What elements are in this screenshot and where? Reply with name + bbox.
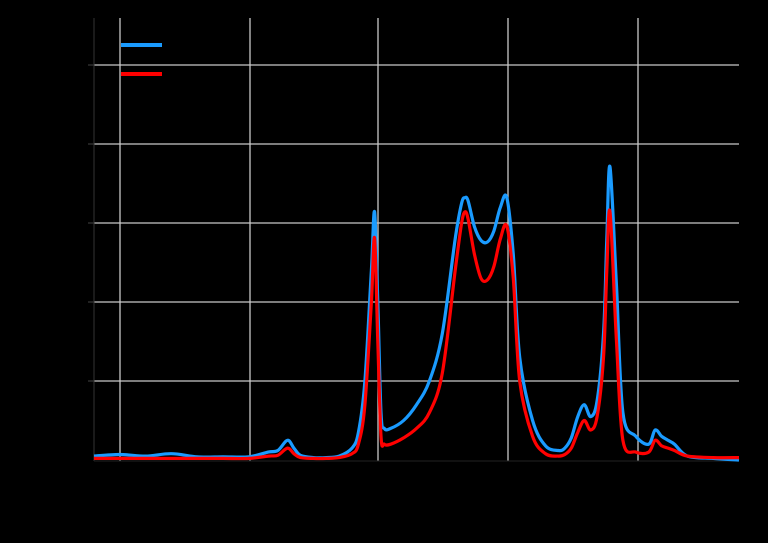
legend bbox=[121, 43, 162, 76]
series-line-2 bbox=[94, 208, 740, 461]
series-line-1 bbox=[93, 164, 740, 462]
data-series bbox=[93, 164, 740, 462]
gridlines bbox=[88, 18, 739, 461]
axes bbox=[93, 18, 739, 462]
